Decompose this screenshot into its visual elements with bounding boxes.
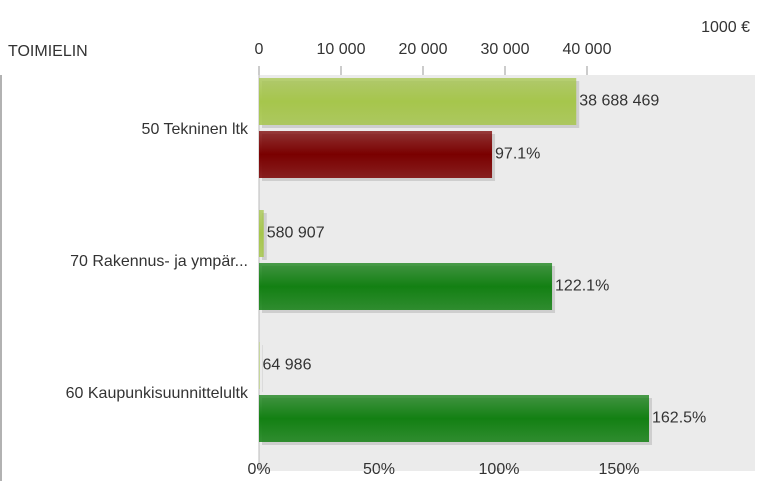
category-label: 50 Tekninen ltk <box>142 121 249 138</box>
tick-label: 0 <box>255 41 264 58</box>
tick-label: 40 000 <box>563 41 612 58</box>
bar <box>259 395 649 442</box>
bar <box>259 131 493 178</box>
value-label: 162.5% <box>652 410 706 427</box>
category-label: 60 Kaupunkisuunnittelultk <box>66 385 249 402</box>
category-label: 70 Rakennus- ja ympär... <box>70 253 248 270</box>
bar <box>259 78 577 125</box>
bar <box>259 263 553 310</box>
bar <box>259 342 260 389</box>
unit-label: 1000 € <box>701 19 750 36</box>
value-label: 97.1% <box>495 146 540 163</box>
bar-shadow <box>262 345 263 392</box>
value-label: 38 688 469 <box>579 93 659 110</box>
tick-label: 20 000 <box>399 41 448 58</box>
category-header: TOIMIELIN <box>8 43 88 60</box>
bar <box>259 210 264 257</box>
tick-label: 10 000 <box>317 41 366 58</box>
value-label: 580 907 <box>267 225 325 242</box>
value-label: 122.1% <box>555 278 609 295</box>
tick-label: 30 000 <box>481 41 530 58</box>
bar-shadow <box>262 213 267 260</box>
value-label: 64 986 <box>263 357 312 374</box>
